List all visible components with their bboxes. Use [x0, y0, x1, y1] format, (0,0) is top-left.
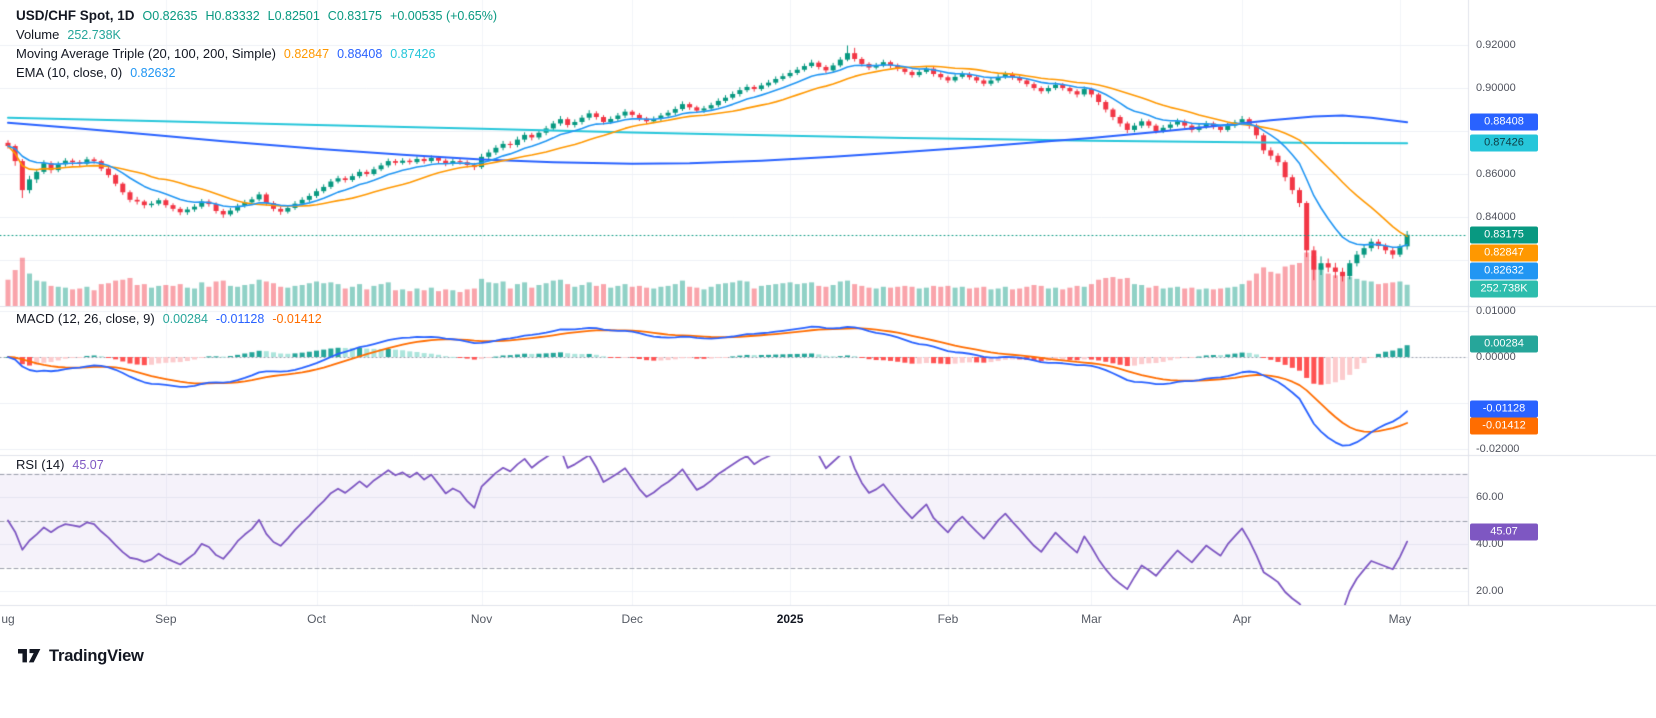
- time-axis-label: May: [1388, 612, 1412, 626]
- time-axis-label: Oct: [307, 612, 326, 626]
- ohlc-low: L0.82501: [267, 9, 320, 23]
- time-axis-label: ug: [1, 612, 15, 626]
- time-axis-label: Sep: [155, 612, 177, 626]
- macd-legend-row: MACD (12, 26, close, 9) 0.00284 -0.01128…: [16, 311, 322, 330]
- price-axis-badge: 252.738K: [1470, 280, 1538, 298]
- time-axis-label: 2025: [776, 612, 804, 626]
- price-axis-badge: 0.87426: [1470, 134, 1538, 152]
- macd-axis-label: 0.00000: [1476, 351, 1516, 363]
- price-axis-label: 0.84000: [1476, 211, 1516, 223]
- ema-legend-row: EMA (10, close, 0) 0.82632: [16, 65, 497, 84]
- macd-axis-label: 0.01000: [1476, 305, 1516, 317]
- price-axis-badge: 0.83175: [1470, 226, 1538, 244]
- time-axis-label: Nov: [470, 612, 493, 626]
- macd-legend: MACD (12, 26, close, 9) 0.00284 -0.01128…: [16, 311, 322, 330]
- price-axis-label: 0.86000: [1476, 168, 1516, 180]
- macd-line-value: -0.01128: [215, 312, 265, 326]
- time-axis-label: Apr: [1232, 612, 1252, 626]
- price-axis-badge: 0.82632: [1470, 262, 1538, 280]
- symbol-title[interactable]: USD/CHF Spot, 1D: [16, 8, 135, 23]
- time-axis-label: Feb: [937, 612, 959, 626]
- tradingview-glyph-icon: [18, 648, 41, 663]
- price-axis-badge: 0.82847: [1470, 244, 1538, 262]
- ema-value: 0.82632: [130, 66, 176, 80]
- rsi-value: 45.07: [72, 458, 104, 472]
- brand-wordmark: TradingView: [49, 646, 144, 665]
- rsi-axis-label: 20.00: [1476, 585, 1504, 597]
- ohlc-high: H0.83332: [205, 9, 260, 23]
- rsi-legend: RSI (14) 45.07: [16, 457, 104, 476]
- volume-legend-value: 252.738K: [67, 28, 121, 42]
- ema-legend-label[interactable]: EMA (10, close, 0): [16, 65, 123, 80]
- macd-axis-label: -0.02000: [1476, 443, 1520, 455]
- ma100-value: 0.88408: [337, 47, 383, 61]
- macd-signal-value: -0.01412: [272, 312, 322, 326]
- macd-axis-badge: -0.01128: [1470, 400, 1538, 418]
- macd-axis-badge: -0.01412: [1470, 417, 1538, 435]
- price-axis-label: 0.90000: [1476, 82, 1516, 94]
- rsi-axis-label: 60.00: [1476, 491, 1504, 503]
- rsi-axis-label: 40.00: [1476, 538, 1504, 550]
- volume-legend-row: Volume 252.738K: [16, 27, 497, 46]
- macd-legend-label[interactable]: MACD (12, 26, close, 9): [16, 311, 155, 326]
- volume-legend-label[interactable]: Volume: [16, 27, 60, 42]
- price-axis-label: 0.92000: [1476, 39, 1516, 51]
- ohlc-change: +0.00535 (+0.65%): [390, 9, 498, 23]
- macd-hist-value: 0.00284: [162, 312, 208, 326]
- ma20-value: 0.82847: [283, 47, 330, 61]
- tradingview-logo[interactable]: TradingView: [18, 646, 144, 666]
- ma200-value: 0.87426: [390, 47, 436, 61]
- price-legend: USD/CHF Spot, 1D O0.82635 H0.83332 L0.82…: [16, 8, 497, 84]
- symbol-legend-row: USD/CHF Spot, 1D O0.82635 H0.83332 L0.82…: [16, 8, 497, 27]
- time-axis-label: Dec: [621, 612, 643, 626]
- ma-triple-legend-label[interactable]: Moving Average Triple (20, 100, 200, Sim…: [16, 46, 276, 61]
- time-axis-label: Mar: [1081, 612, 1102, 626]
- rsi-legend-label[interactable]: RSI (14): [16, 457, 65, 472]
- ohlc-close: C0.83175: [327, 9, 383, 23]
- price-axis-badge: 0.88408: [1470, 113, 1538, 131]
- ma-triple-legend-row: Moving Average Triple (20, 100, 200, Sim…: [16, 46, 497, 65]
- rsi-legend-row: RSI (14) 45.07: [16, 457, 104, 476]
- macd-axis-badge: 0.00284: [1470, 335, 1538, 353]
- rsi-axis-badge: 45.07: [1470, 523, 1538, 541]
- ohlc-open: O0.82635: [142, 9, 198, 23]
